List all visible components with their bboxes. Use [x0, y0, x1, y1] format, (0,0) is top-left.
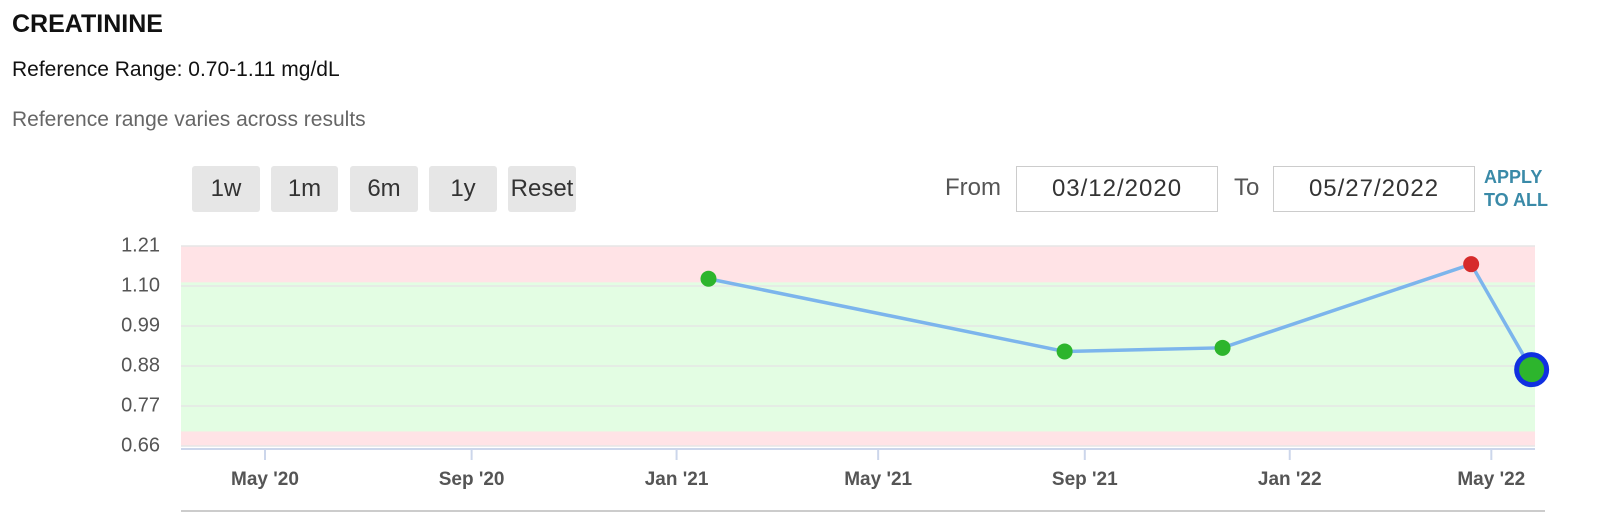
data-point	[1056, 343, 1073, 360]
range-button[interactable]: 6m	[350, 166, 418, 212]
range-note: Reference range varies across results	[12, 108, 366, 131]
selected-point	[1514, 352, 1550, 388]
data-point	[1214, 339, 1231, 356]
x-tick-label: Jan '21	[645, 469, 709, 490]
to-date-input[interactable]: 05/27/2022	[1273, 166, 1475, 212]
range-button[interactable]: 1m	[271, 166, 338, 212]
apply-text[interactable]: APPLY	[1484, 167, 1543, 187]
y-tick-label: 0.99	[121, 314, 160, 336]
x-tick-label: May '21	[844, 469, 912, 490]
apply-to-all[interactable]: APPLY TO ALL	[1484, 166, 1548, 212]
apply-text[interactable]: TO ALL	[1484, 190, 1548, 210]
x-tick-label: May '20	[231, 469, 299, 490]
title: CREATININE	[12, 10, 163, 38]
y-tick-label: 1.10	[121, 274, 160, 296]
x-tick-label: Sep '21	[1052, 469, 1118, 490]
x-tick-label: Sep '20	[439, 469, 505, 490]
y-tick-label: 1.21	[121, 234, 160, 256]
to-label: To	[1234, 174, 1260, 201]
data-point	[1463, 256, 1480, 273]
y-tick-label: 0.88	[121, 354, 160, 376]
range-button[interactable]: 1w	[192, 166, 260, 212]
y-tick-label: 0.77	[121, 394, 160, 416]
reset-button[interactable]: Reset	[508, 166, 576, 212]
range-button[interactable]: 1y	[429, 166, 497, 212]
x-tick-label: Jan '22	[1258, 469, 1322, 490]
reference-range: Reference Range: 0.70-1.11 mg/dL	[12, 58, 340, 81]
y-tick-label: 0.66	[121, 434, 160, 456]
x-tick-label: May '22	[1457, 469, 1525, 490]
reference-band	[181, 282, 1535, 432]
data-point	[700, 270, 717, 287]
from-label: From	[945, 174, 1001, 201]
from-date-input[interactable]: 03/12/2020	[1016, 166, 1218, 212]
